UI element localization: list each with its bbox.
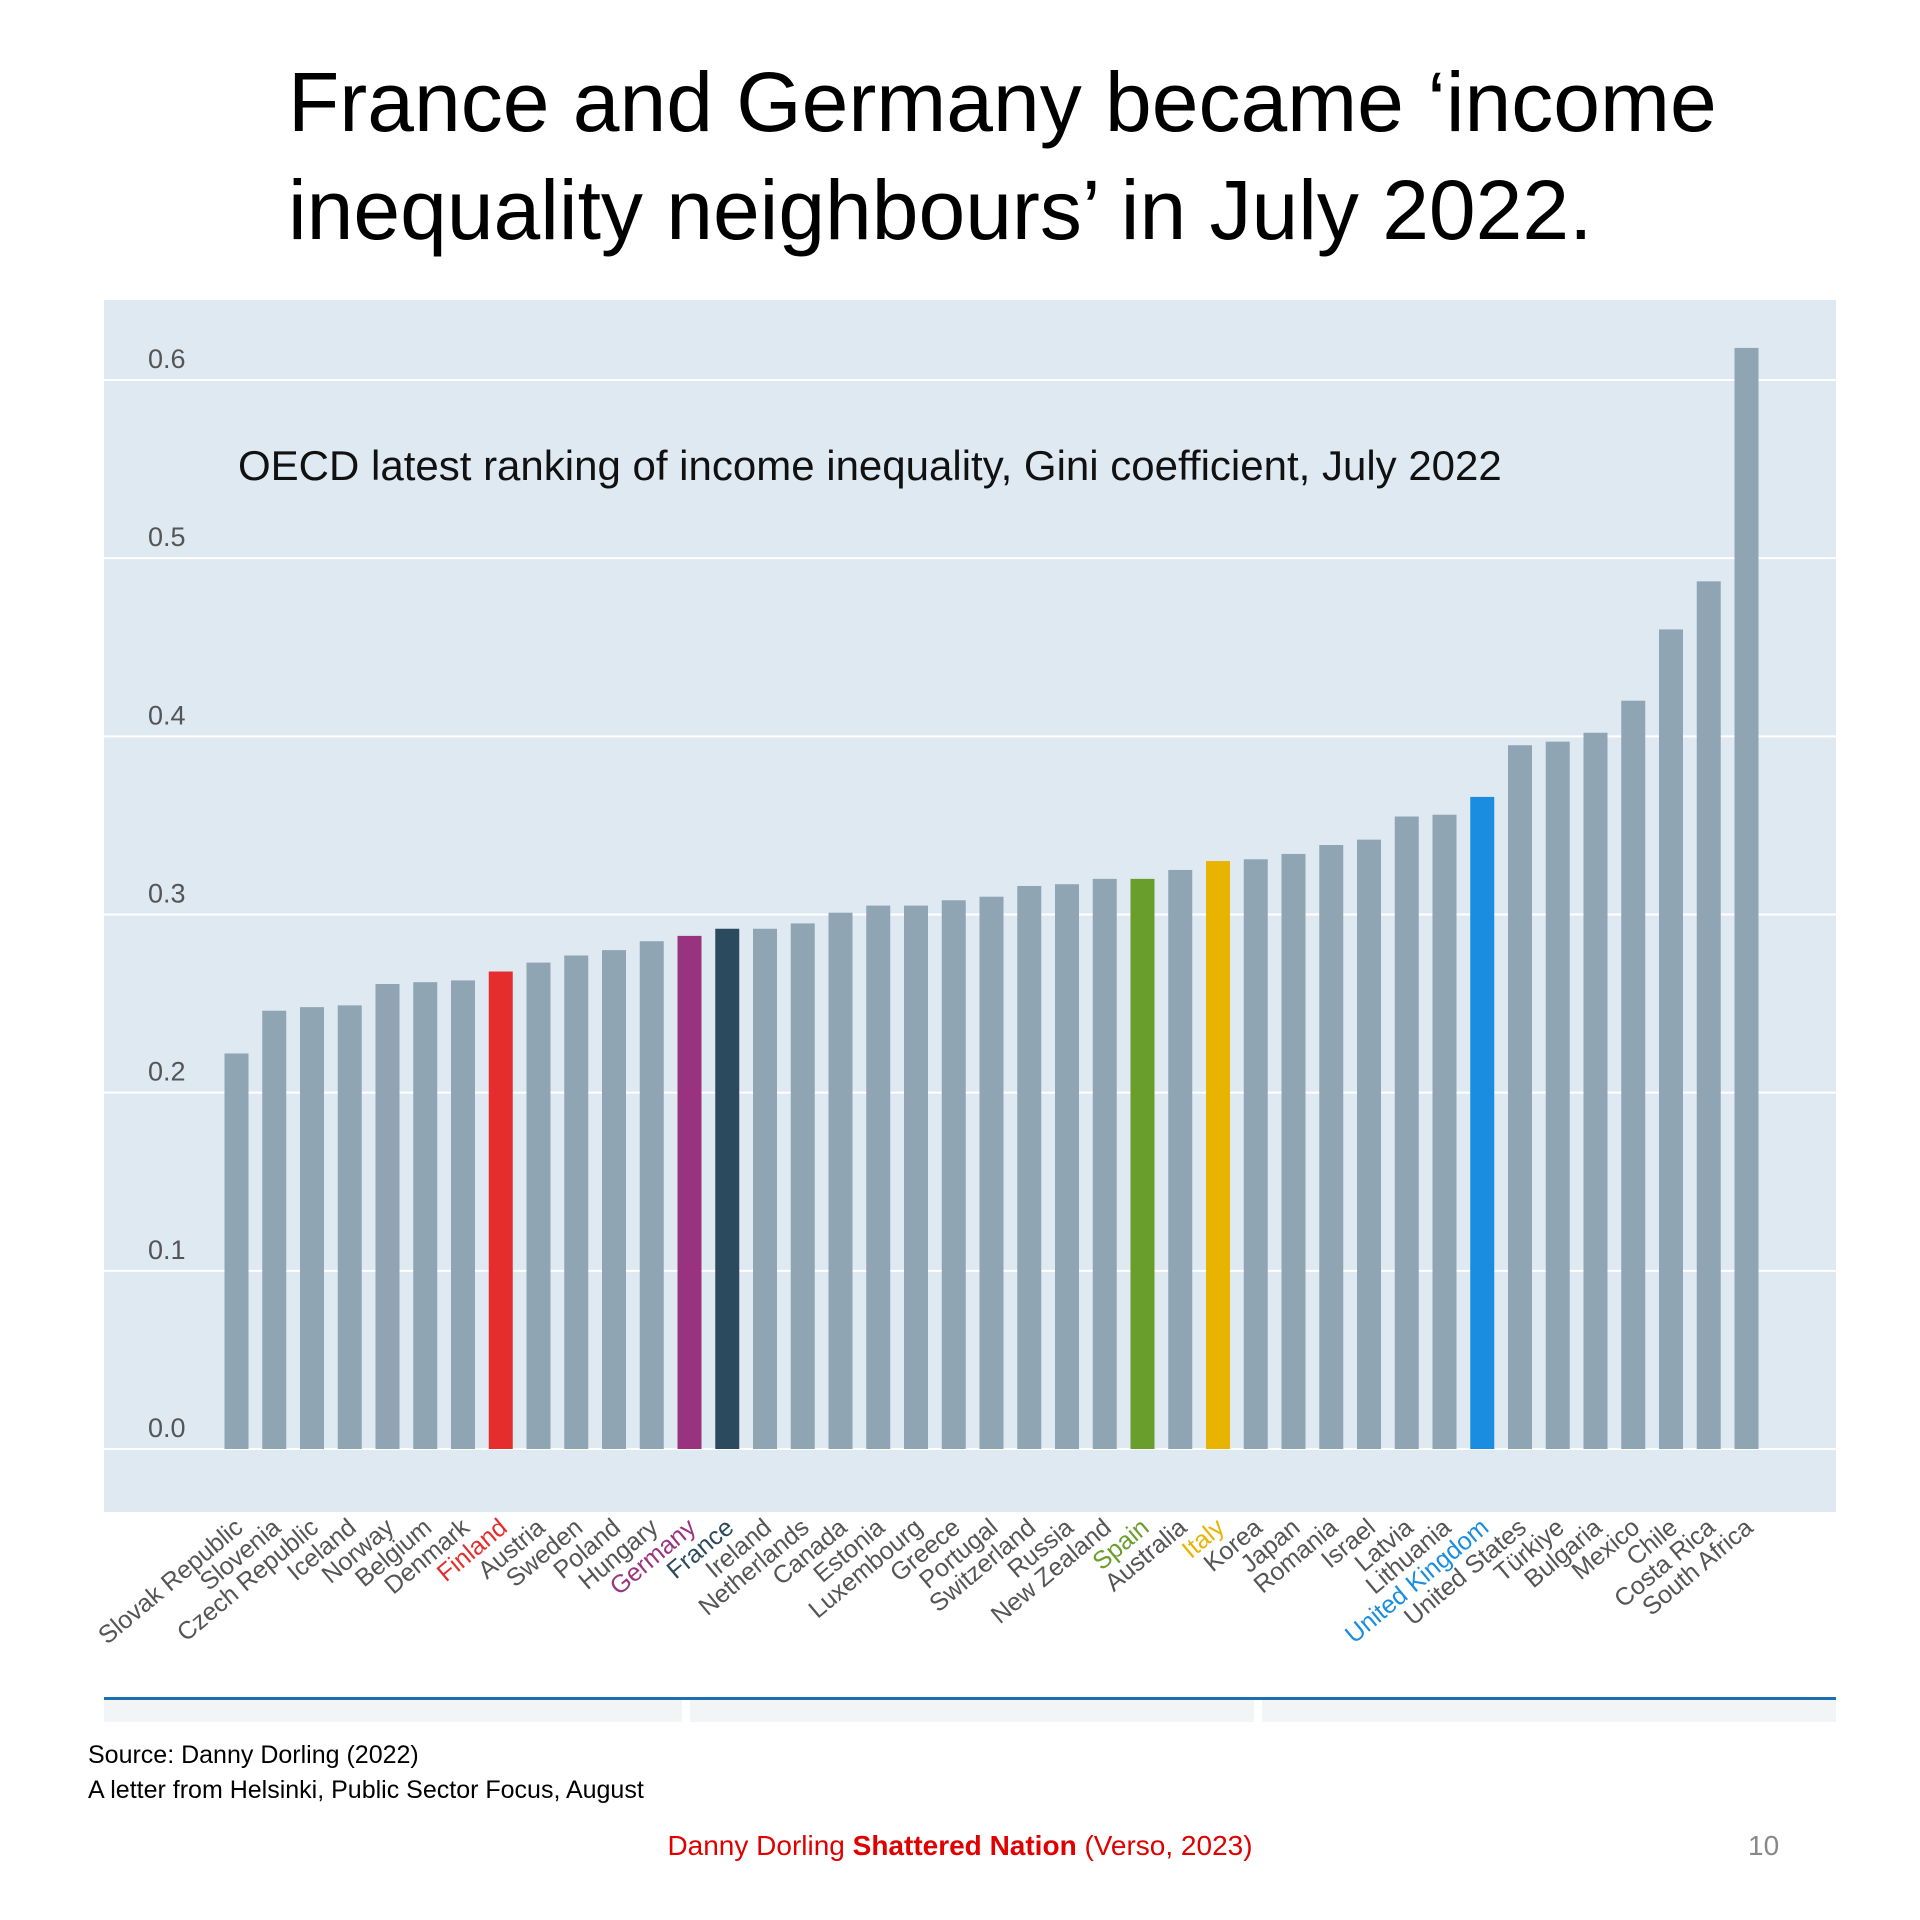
bar xyxy=(262,1010,287,1449)
footer-book-title: Shattered Nation xyxy=(852,1830,1077,1861)
bar xyxy=(564,955,589,1449)
bar xyxy=(828,912,853,1449)
bar xyxy=(451,980,475,1449)
bar xyxy=(1319,845,1344,1449)
y-tick-label: 0.4 xyxy=(148,700,186,730)
bar xyxy=(639,941,664,1449)
bottom-rule xyxy=(104,1697,1836,1700)
bar xyxy=(1470,796,1495,1449)
bar xyxy=(1281,853,1306,1449)
bar xyxy=(602,950,626,1449)
y-tick-label: 0.5 xyxy=(148,522,186,552)
slide-title-line-2: inequality neighbours’ in July 2022. xyxy=(288,163,1593,257)
bar xyxy=(1545,741,1570,1449)
y-tick-label: 0.2 xyxy=(148,1057,186,1087)
scrollbar-segment-right xyxy=(1262,1700,1836,1722)
bar xyxy=(1508,745,1532,1449)
bar xyxy=(1055,884,1079,1449)
y-tick-label: 0.6 xyxy=(148,344,186,374)
bar xyxy=(1659,629,1683,1449)
bar xyxy=(375,983,400,1449)
y-axis-tick-labels: 0.0 0.1 0.2 0.3 0.4 0.5 0.6 xyxy=(148,344,186,1443)
bar xyxy=(715,928,740,1449)
bar xyxy=(1168,869,1193,1449)
bar xyxy=(1206,861,1230,1449)
scrollbar-segment-left xyxy=(104,1700,682,1722)
bar xyxy=(413,982,438,1449)
label-area xyxy=(104,1512,1836,1698)
scrollbar-segment-middle xyxy=(690,1700,1254,1722)
bar xyxy=(1621,700,1646,1449)
source-line-1: Source: Danny Dorling (2022) xyxy=(88,1741,419,1769)
bar xyxy=(1432,814,1457,1449)
y-tick-label: 0.3 xyxy=(148,879,186,909)
bar xyxy=(488,971,513,1449)
chart-title: OECD latest ranking of income inequality… xyxy=(238,442,1502,489)
bar xyxy=(941,900,966,1449)
footer-author: Danny Dorling xyxy=(667,1830,853,1861)
bar xyxy=(1734,347,1759,1450)
bar xyxy=(337,1005,362,1449)
bars xyxy=(224,347,1759,1450)
slide-title-line-1: France and Germany became ‘income xyxy=(288,55,1717,149)
y-tick-label: 0.0 xyxy=(148,1413,186,1443)
bar xyxy=(1357,839,1381,1449)
y-tick-label: 0.1 xyxy=(148,1235,186,1265)
source-note: Source: Danny Dorling (2022) A letter fr… xyxy=(88,1738,644,1808)
footer-citation: Danny Dorling Shattered Nation (Verso, 2… xyxy=(0,1830,1920,1862)
bar xyxy=(1583,732,1608,1449)
bar xyxy=(526,962,551,1449)
bar xyxy=(790,923,815,1449)
slide-title: France and Germany became ‘income inequa… xyxy=(288,48,1788,264)
bar xyxy=(677,935,702,1449)
bar xyxy=(1243,859,1268,1449)
bar xyxy=(866,905,891,1449)
bar xyxy=(1130,878,1155,1449)
bar xyxy=(300,1007,324,1449)
bar xyxy=(1696,581,1721,1449)
footer-publisher: (Verso, 2023) xyxy=(1076,1830,1253,1861)
source-line-2: A letter from Helsinki, Public Sector Fo… xyxy=(88,1776,644,1804)
gini-bar-chart: 0.0 0.1 0.2 0.3 0.4 0.5 0.6 OECD latest rankin… xyxy=(93,300,1836,1722)
bar xyxy=(753,928,777,1449)
bar xyxy=(979,896,1004,1449)
bar xyxy=(224,1053,249,1449)
bar xyxy=(1017,885,1042,1449)
page-number: 10 xyxy=(1748,1830,1780,1861)
bar xyxy=(1394,816,1419,1449)
bar xyxy=(904,905,928,1449)
bar xyxy=(1092,878,1117,1449)
